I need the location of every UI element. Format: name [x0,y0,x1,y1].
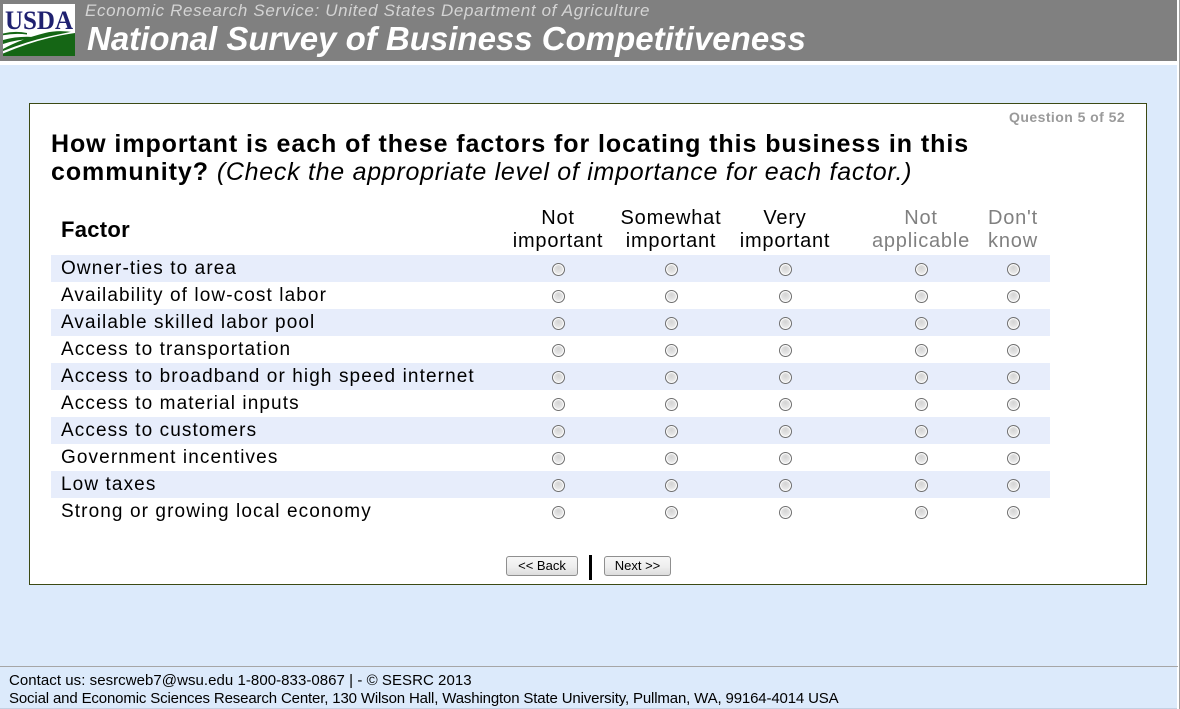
svg-text:USDA: USDA [5,6,73,35]
